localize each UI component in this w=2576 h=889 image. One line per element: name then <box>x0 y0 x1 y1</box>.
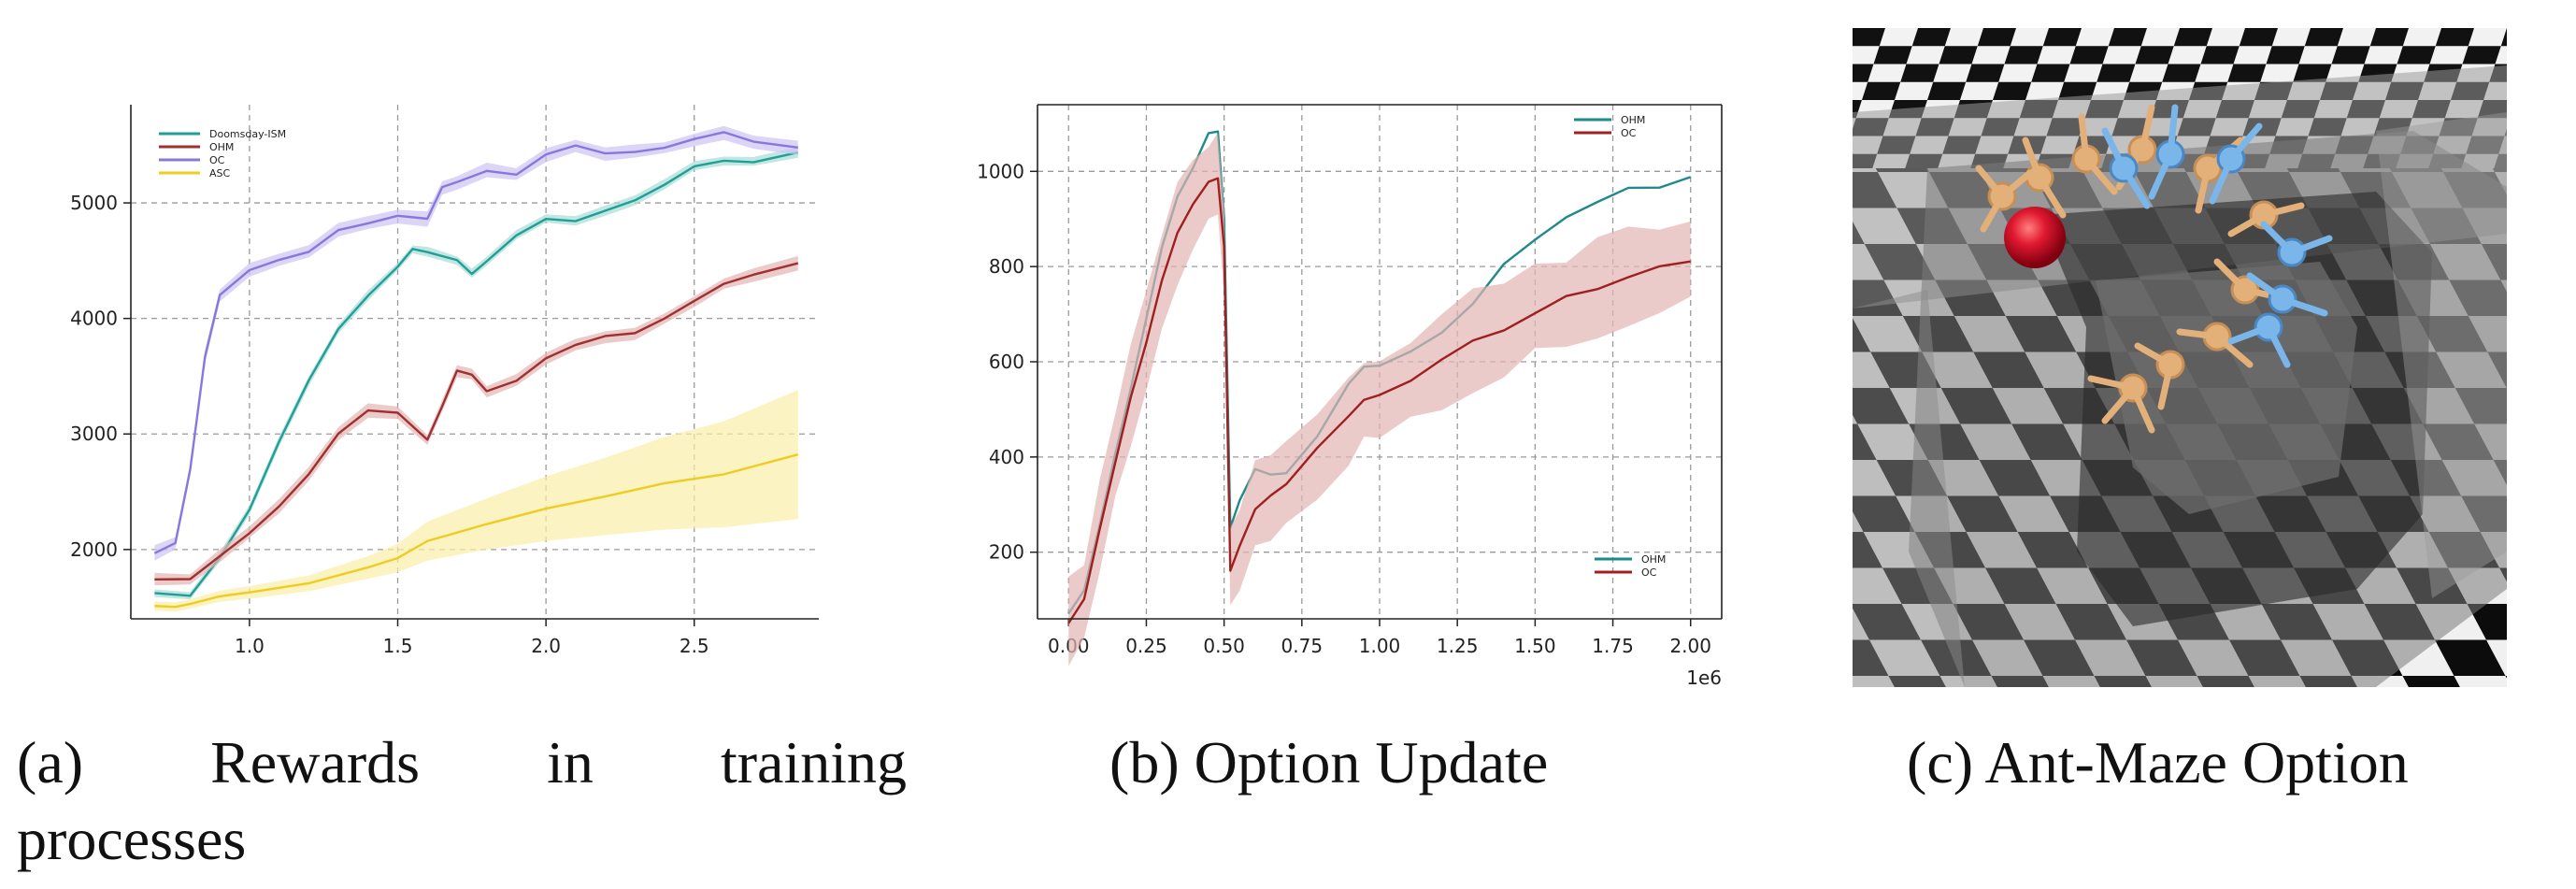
y-tick-label: 600 <box>989 351 1024 373</box>
rewards-chart-svg: 1.0 1.5 2.0 2.5 2000 3000 4000 5000 Doomsday-ISM… <box>70 105 819 657</box>
x-tick-label: 1.75 <box>1592 635 1634 657</box>
series-band <box>154 390 798 612</box>
y-tick-label: 800 <box>989 255 1024 278</box>
y-tick-label: 200 <box>989 541 1024 564</box>
legend-label: OC <box>1641 566 1657 579</box>
x-tick-label: 1.25 <box>1437 635 1479 657</box>
caption-b: (b) Option Update <box>1109 729 1549 796</box>
caption-a: (a) Rewards in training processes <box>17 724 907 878</box>
x-tick-label: 2.5 <box>680 635 709 657</box>
chart-rewards-training: 1.0 1.5 2.0 2.5 2000 3000 4000 5000 Doomsday-ISM… <box>0 0 860 692</box>
series-line <box>153 131 798 554</box>
y-tick-label: 3000 <box>70 423 118 445</box>
x-tick-label: 2.00 <box>1669 635 1711 657</box>
series-line <box>154 151 799 597</box>
series-band <box>154 255 798 586</box>
x-tick-label: 1.50 <box>1514 635 1556 657</box>
legend-label: OC <box>209 154 225 166</box>
option-update-chart-svg: 0.00 0.25 0.50 0.75 1.00 1.25 1.50 1.75 2.002004… <box>977 104 1723 689</box>
y-tick-label: 5000 <box>70 192 118 214</box>
caption-a-word-1: Rewards <box>210 729 421 796</box>
ant-maze-render <box>1853 28 2507 687</box>
y-tick-label: 4000 <box>70 308 118 330</box>
caption-c: (c) Ant-Maze Option <box>1907 729 2409 796</box>
legend-label: OHM <box>1641 553 1666 566</box>
x-tick-label: 1.5 <box>383 635 413 657</box>
series-line <box>154 262 799 581</box>
caption-a-label: (a) <box>17 729 84 796</box>
caption-a-word-3: training <box>720 729 907 796</box>
x-tick-label: 0.75 <box>1281 635 1324 657</box>
x-tick-label: 1.0 <box>235 635 265 657</box>
legend-label: Doomsday-ISM <box>209 128 286 140</box>
legend-label: OHM <box>209 141 234 153</box>
target-ball <box>2004 207 2066 268</box>
x-tick-label: 0.25 <box>1125 635 1167 657</box>
series-line <box>154 453 799 609</box>
x-tick-label: 1.00 <box>1359 635 1401 657</box>
legend-label: ASC <box>209 167 231 179</box>
x-offset-label: 1e6 <box>1686 667 1722 689</box>
y-tick-label: 1000 <box>977 160 1024 182</box>
chart-option-update: 0.00 0.25 0.50 0.75 1.00 1.25 1.50 1.75 2.00 200 4… <box>963 0 1776 692</box>
caption-a-line2: processes <box>17 806 247 872</box>
legend-label: OHM <box>1621 114 1645 126</box>
x-tick-label: 0.50 <box>1203 635 1245 657</box>
y-tick-label: 400 <box>989 446 1024 468</box>
legend-label: OC <box>1621 127 1637 139</box>
caption-a-word-2: in <box>547 729 594 796</box>
y-tick-label: 2000 <box>70 538 118 561</box>
x-tick-label: 2.0 <box>531 635 561 657</box>
series-line <box>1067 177 1691 624</box>
